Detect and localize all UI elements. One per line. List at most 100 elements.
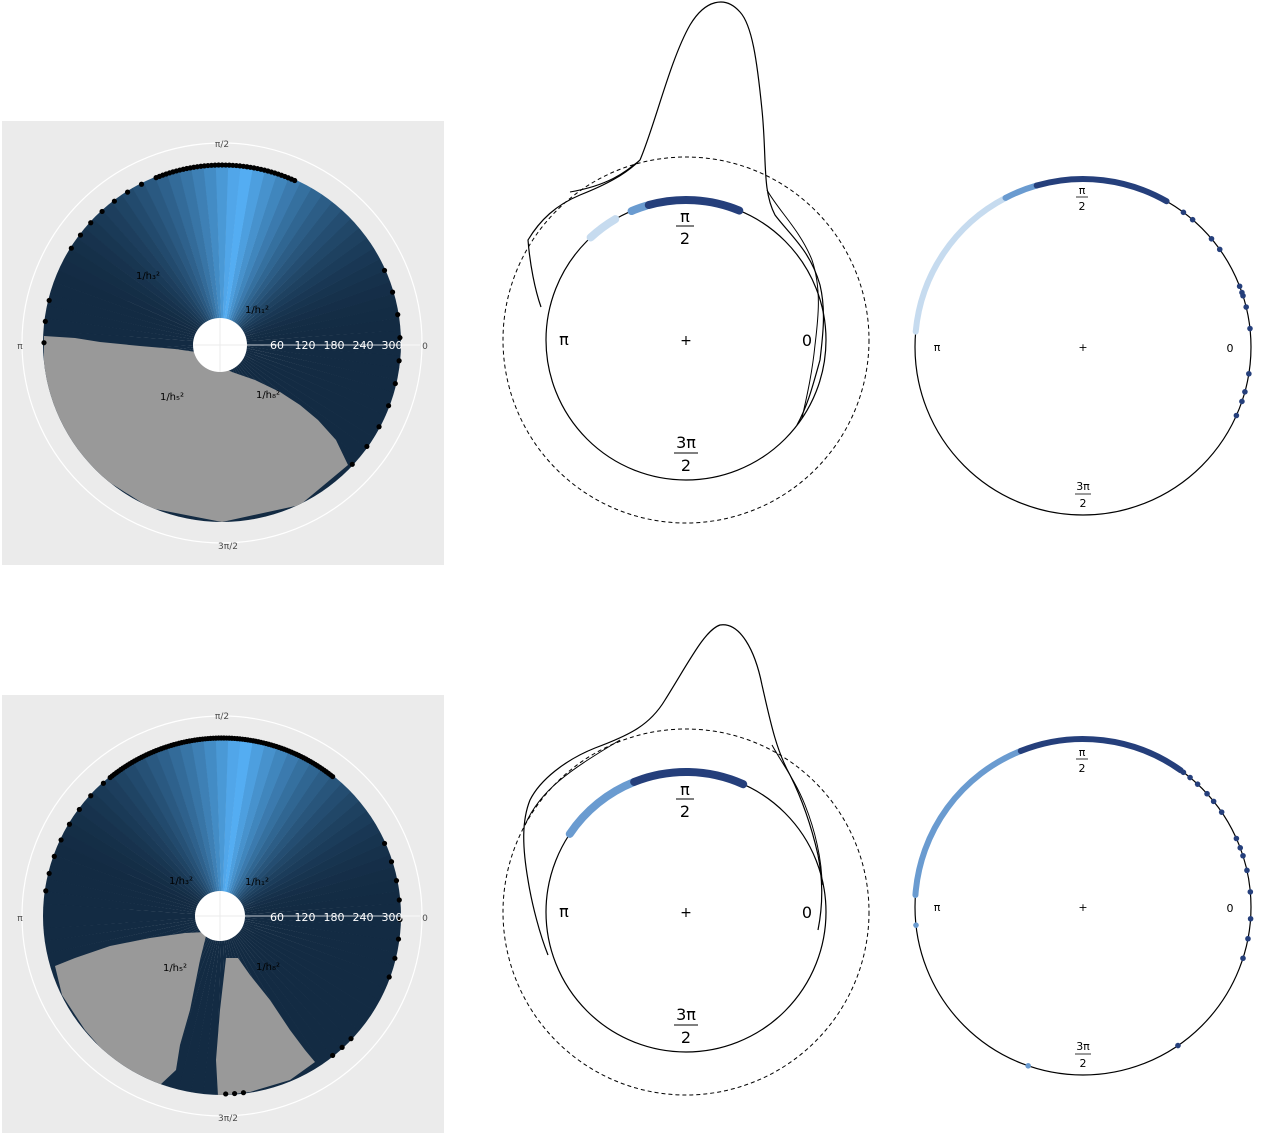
heatmap-wedge	[222, 865, 400, 916]
heatmap-wedge	[222, 916, 369, 1033]
angle-label-pi-over-2: π/2	[215, 140, 229, 150]
heatmap-wedge	[68, 809, 222, 916]
angle-label-0: 0	[422, 342, 428, 352]
heatmap-wedge	[222, 236, 376, 343]
angle-label-pi-over-2-num: π	[1079, 184, 1086, 197]
heatmap-wedge	[56, 831, 222, 916]
heatmap-wedge	[222, 280, 396, 343]
heatmap-wedge	[222, 269, 393, 343]
heatmap-wedge	[100, 773, 222, 916]
data-point	[1240, 955, 1246, 962]
angle-label-pi-over-2-num: π	[680, 207, 690, 226]
region-label-h5: 1/h₅²	[160, 392, 184, 403]
heatmap-wedge	[222, 853, 396, 916]
edge-point	[381, 840, 388, 847]
heatmap-wedge	[222, 170, 290, 343]
heatmap-wedge	[120, 186, 222, 343]
heatmap-wedge	[43, 305, 222, 343]
edge-point	[223, 1091, 229, 1097]
density-curve-inner	[569, 159, 819, 419]
heatmap-wedge	[222, 773, 344, 916]
heatmap-wedge	[222, 916, 353, 1051]
region-label-h8: 1/h₈²	[256, 390, 280, 401]
data-arc	[630, 768, 748, 789]
heatmap-wedge	[222, 192, 334, 343]
heatmap-wedge	[51, 842, 223, 916]
heatmap-wedge	[222, 737, 254, 916]
heatmap-wedge	[222, 200, 344, 343]
heatmap-wedge	[222, 342, 401, 356]
edge-point	[88, 793, 94, 799]
angle-label-0: 0	[1227, 342, 1234, 355]
data-point	[1237, 845, 1244, 851]
angle-label-pi: π	[17, 914, 23, 924]
edge-point	[138, 181, 145, 187]
center-mark: +	[1078, 901, 1087, 914]
heatmap-wedge	[222, 343, 369, 460]
edge-point	[396, 897, 402, 903]
radial-tick-180: 180	[324, 911, 345, 924]
edge-point	[397, 335, 403, 341]
heatmap-wedge	[222, 343, 401, 381]
data-arc	[627, 201, 651, 216]
heatmap-wedge	[222, 343, 400, 393]
data-point	[1180, 209, 1187, 216]
radial-tick-labels: 60 120 180 240 300	[270, 339, 403, 352]
heatmap-wedge	[83, 217, 222, 343]
heatmap-wedge	[222, 759, 324, 916]
edge-point	[348, 1036, 354, 1042]
data-point	[1216, 246, 1223, 253]
edge-point	[392, 380, 398, 387]
grey-region-h5	[55, 932, 207, 1085]
edge-point	[376, 424, 382, 430]
edge-points	[43, 735, 403, 1097]
angle-label-0: 0	[422, 914, 428, 924]
edge-point	[68, 245, 74, 251]
radial-tick-labels: 60 120 180 240 300	[270, 911, 403, 924]
heatmap-wedge	[91, 781, 222, 916]
grey-region-h8	[216, 958, 315, 1095]
heatmap-wedge	[222, 916, 334, 1067]
edge-point	[153, 175, 159, 181]
edge-point	[99, 208, 105, 215]
heatmap-wedge	[153, 743, 222, 916]
heatmap-wedge	[47, 281, 222, 343]
heatmap-wedge	[222, 916, 388, 1001]
heatmap-wedge	[222, 842, 393, 916]
data-arcs	[565, 768, 748, 838]
heatmap-wedge	[178, 916, 222, 1095]
angle-label-3pi-over-2-num: 3π	[1076, 480, 1090, 493]
center-mark: +	[1078, 341, 1087, 354]
heatmap-wedge	[222, 186, 324, 343]
heatmap-wedge	[43, 878, 222, 916]
heatmap-wedge	[43, 890, 222, 916]
data-arc	[586, 215, 620, 242]
edge-point	[111, 198, 117, 204]
edge-point	[388, 859, 395, 865]
angle-label-0: 0	[802, 331, 812, 350]
heatmap-wedge	[51, 269, 223, 343]
heatmap-wedge	[222, 916, 324, 1073]
heatmap-wedge	[222, 180, 313, 343]
heatmap-wedge	[222, 175, 302, 343]
edge-point	[42, 318, 48, 325]
angle-label-pi: π	[559, 330, 569, 349]
data-point	[1247, 889, 1254, 895]
heatmap-wedge	[222, 208, 353, 343]
edge-point	[330, 1052, 336, 1059]
heatmap-wedge	[215, 164, 229, 343]
heatmap-wedge	[222, 916, 397, 978]
angle-label-pi-over-2-den: 2	[1079, 200, 1086, 213]
outer-grid-circle	[21, 715, 423, 1117]
heatmap-wedge	[131, 180, 222, 343]
data-point	[1242, 389, 1248, 395]
edge-point	[240, 1090, 247, 1096]
heatmap-wedge	[222, 916, 344, 1059]
radial-tick-120: 120	[295, 911, 316, 924]
edge-point	[58, 837, 64, 843]
heatmap-wedge	[177, 164, 222, 343]
angle-label-3pi-over-2-den: 2	[1080, 1057, 1087, 1070]
heatmap-wedge	[43, 317, 222, 343]
data-arc	[1017, 736, 1184, 774]
